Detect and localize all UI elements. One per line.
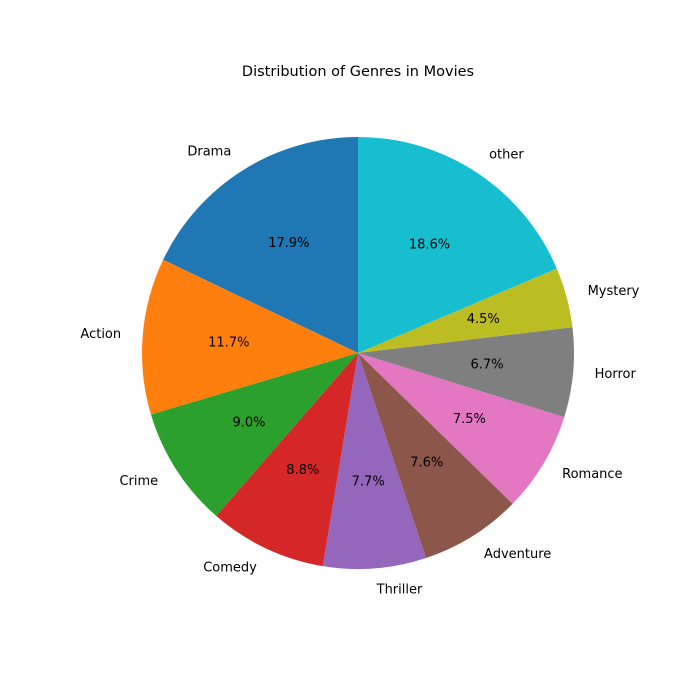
category-labels: Drama Action Crime Comedy Thriller Adventure R… — [80, 144, 639, 597]
percent-labels: 17.9% 11.7% 9.0% 8.8% 7.7% 7.6% 7.5% 6.7% 4.5% 18… — [208, 236, 503, 490]
category-label-drama: Drama — [187, 144, 231, 159]
category-label-romance: Romance — [562, 467, 622, 482]
category-label-crime: Crime — [119, 474, 158, 489]
percent-label-mystery: 4.5% — [467, 312, 500, 327]
pie-slice-mystery — [358, 268, 573, 353]
category-label-mystery: Mystery — [588, 284, 640, 299]
pie-slice-comedy — [216, 353, 358, 567]
category-label-thriller: Thriller — [376, 582, 423, 597]
percent-label-comedy: 8.8% — [286, 463, 319, 478]
pie-slices — [142, 137, 574, 569]
pie-slice-action — [142, 259, 358, 415]
category-label-comedy: Comedy — [203, 560, 257, 575]
chart-title: Distribution of Genres in Movies — [242, 64, 474, 80]
percent-label-thriller: 7.7% — [352, 475, 385, 490]
category-label-horror: Horror — [595, 367, 637, 382]
category-label-other: other — [489, 147, 524, 162]
pie-slice-thriller — [322, 353, 427, 569]
category-label-adventure: Adventure — [484, 547, 551, 562]
pie-slice-drama — [163, 137, 358, 353]
pie-slice-crime — [150, 353, 358, 516]
percent-label-adventure: 7.6% — [410, 455, 443, 470]
pie-slice-other — [358, 137, 557, 353]
percent-label-action: 11.7% — [208, 335, 249, 350]
percent-label-romance: 7.5% — [453, 412, 486, 427]
percent-label-horror: 6.7% — [471, 357, 504, 372]
category-label-action: Action — [80, 327, 121, 342]
percent-label-other: 18.6% — [409, 237, 450, 252]
pie-slice-romance — [358, 353, 565, 504]
percent-label-drama: 17.9% — [268, 236, 309, 251]
percent-label-crime: 9.0% — [232, 416, 265, 431]
pie-slice-horror — [358, 327, 574, 418]
pie-slice-adventure — [358, 353, 513, 558]
